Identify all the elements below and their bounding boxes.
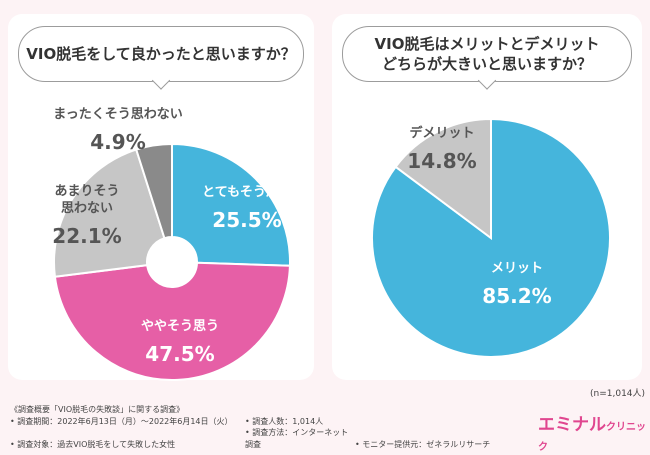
chart0-slice-1-value: 47.5%	[145, 342, 214, 366]
brand-name: エミナル	[538, 415, 606, 435]
footer-period: • 調査期間：2022年6月13日（月）～2022年6月14日（火）	[10, 416, 233, 426]
footer-count: • 調査人数：1,014人	[245, 416, 324, 426]
chart0-slice-2	[53, 148, 166, 278]
chart1-slice-0-label: メリット	[491, 261, 543, 276]
chart1-slice-0-value: 85.2%	[482, 284, 551, 308]
footer-method: • 調査方法：インターネット調査	[245, 428, 349, 449]
chart0-slice-1-label: ややそう思う	[141, 319, 219, 334]
chart0-slice-0	[171, 142, 291, 267]
survey-footer: 《調査概要「VIO脱毛の失敗談」に関する調査》 • 調査期間：2022年6月13…	[10, 404, 490, 450]
chart0-slice-2-value: 22.1%	[52, 224, 121, 248]
chart0-slice-1	[53, 261, 291, 381]
brand-sub: クリニック	[538, 422, 646, 453]
sample-size: (n=1,014人)	[590, 389, 646, 399]
footer-title: 《調査概要「VIO脱毛の失敗談」に関する調査》	[10, 405, 185, 414]
brand-logo: エミナルクリニック	[538, 410, 650, 455]
chart0-slice-3-value: 4.9%	[90, 130, 145, 154]
footer-target: • 調査対象：過去VIO脱毛をして失敗した女性	[10, 439, 176, 449]
chart-title-right-line-2: どちらが大きいと思いますか？	[381, 55, 592, 73]
chart0-slice-3-label: まったくそう思わない	[53, 107, 182, 122]
footer-monitor: • モニター提供元：ゼネラルリサーチ	[355, 439, 491, 449]
chart0-slice-2-label: あまりそう	[54, 184, 119, 199]
chart0-slice-0-label: とてもそう思う	[202, 185, 292, 200]
chart0-slice-2-label: 思わない	[61, 201, 113, 216]
chart-title-left: VIO脱毛をして良かったと思いますか？	[26, 45, 296, 63]
chart1-slice-1-value: 14.8%	[407, 149, 476, 173]
chart0-slice-0-value: 25.5%	[212, 208, 281, 232]
chart0-slice-3	[134, 142, 173, 240]
chart1-slice-1	[394, 117, 492, 240]
chart-title-right-line-1: VIO脱毛はメリットとデメリット	[374, 35, 600, 53]
chart1-slice-1-label: デメリット	[409, 125, 474, 141]
